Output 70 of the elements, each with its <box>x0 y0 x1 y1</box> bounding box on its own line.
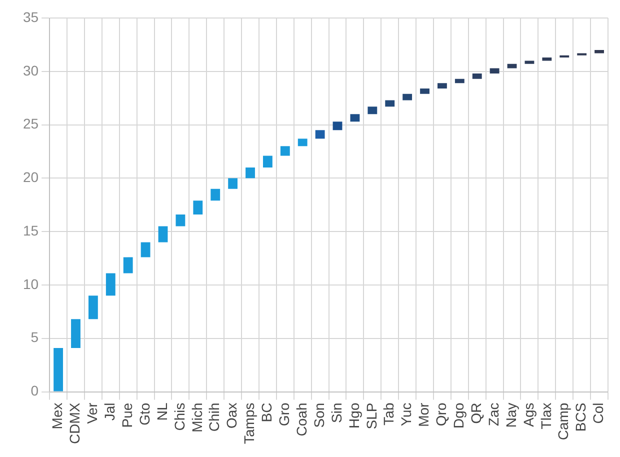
bar <box>54 348 64 392</box>
bar <box>542 58 552 61</box>
bar <box>490 68 500 74</box>
bar <box>524 60 534 64</box>
bar <box>350 114 360 122</box>
x-tick-label: Zac <box>485 402 502 426</box>
bar <box>123 257 133 274</box>
x-tick-label: CDMX <box>66 402 83 444</box>
x-tick-label: Tlax <box>538 402 554 430</box>
y-tick-label: 20 <box>22 169 39 186</box>
bar <box>438 83 447 88</box>
x-tick-label: Ver <box>84 402 100 424</box>
bar <box>420 88 430 94</box>
bar <box>385 100 395 107</box>
x-tick-label: Gro <box>276 402 292 426</box>
x-tick-label: Jal <box>102 402 118 421</box>
x-tick-label: Tab <box>380 402 397 426</box>
x-tick-label: BC <box>258 402 275 422</box>
bar <box>193 200 203 214</box>
x-tick-label: Chih <box>206 402 222 432</box>
x-tick-label: Gto <box>136 402 152 426</box>
x-tick-label: Mor <box>416 402 432 427</box>
bar <box>402 94 412 100</box>
bar <box>560 55 570 58</box>
bar <box>368 106 378 114</box>
x-tick-label: QR <box>468 402 484 424</box>
bar <box>158 226 168 242</box>
bar <box>594 50 604 54</box>
y-tick-label: 15 <box>22 222 39 238</box>
x-tick-label: Hgo <box>346 402 362 428</box>
x-tick-label: Tamps <box>241 402 258 444</box>
bar <box>298 138 308 146</box>
bar <box>472 74 482 79</box>
x-tick-label: Mex <box>49 402 66 430</box>
x-tick-label: Chis <box>171 402 188 431</box>
bar <box>280 146 290 156</box>
x-tick-label: Mich <box>188 402 205 432</box>
bar <box>315 130 325 139</box>
bar <box>71 319 80 348</box>
bar <box>246 168 255 178</box>
y-tick-label: 25 <box>22 116 39 132</box>
bar <box>210 188 220 201</box>
bar <box>228 178 238 189</box>
bar <box>454 78 464 84</box>
bar <box>88 296 98 320</box>
x-tick-label: Oax <box>224 402 240 428</box>
x-tick-label: Yuc <box>398 402 414 426</box>
x-tick-label: Nay <box>502 402 519 428</box>
x-tick-label: Camp <box>555 402 572 440</box>
x-tick-label: BCS <box>572 402 589 432</box>
x-tick-label: Col <box>590 402 606 424</box>
bar <box>262 156 272 168</box>
y-tick-label: 10 <box>22 276 39 292</box>
x-tick-label: Qro <box>433 402 450 426</box>
x-tick-label: Sin <box>328 402 344 423</box>
x-tick-label: Coah <box>293 402 310 436</box>
x-tick-label: Ags <box>520 402 536 427</box>
x-tick-label: Dgo <box>450 402 467 428</box>
x-tick-label: Son <box>310 402 327 428</box>
x-tick-label: Pue <box>118 402 135 428</box>
y-tick-label: 0 <box>30 382 39 399</box>
y-tick-label: 35 <box>22 8 39 25</box>
bar <box>140 242 150 258</box>
bar <box>332 122 342 130</box>
y-tick-label: 30 <box>22 62 39 78</box>
x-tick-label: SLP <box>363 402 380 430</box>
x-tick-label: NL <box>154 402 170 421</box>
bar <box>106 273 116 296</box>
y-tick-label: 5 <box>30 329 39 346</box>
bar <box>176 214 186 226</box>
